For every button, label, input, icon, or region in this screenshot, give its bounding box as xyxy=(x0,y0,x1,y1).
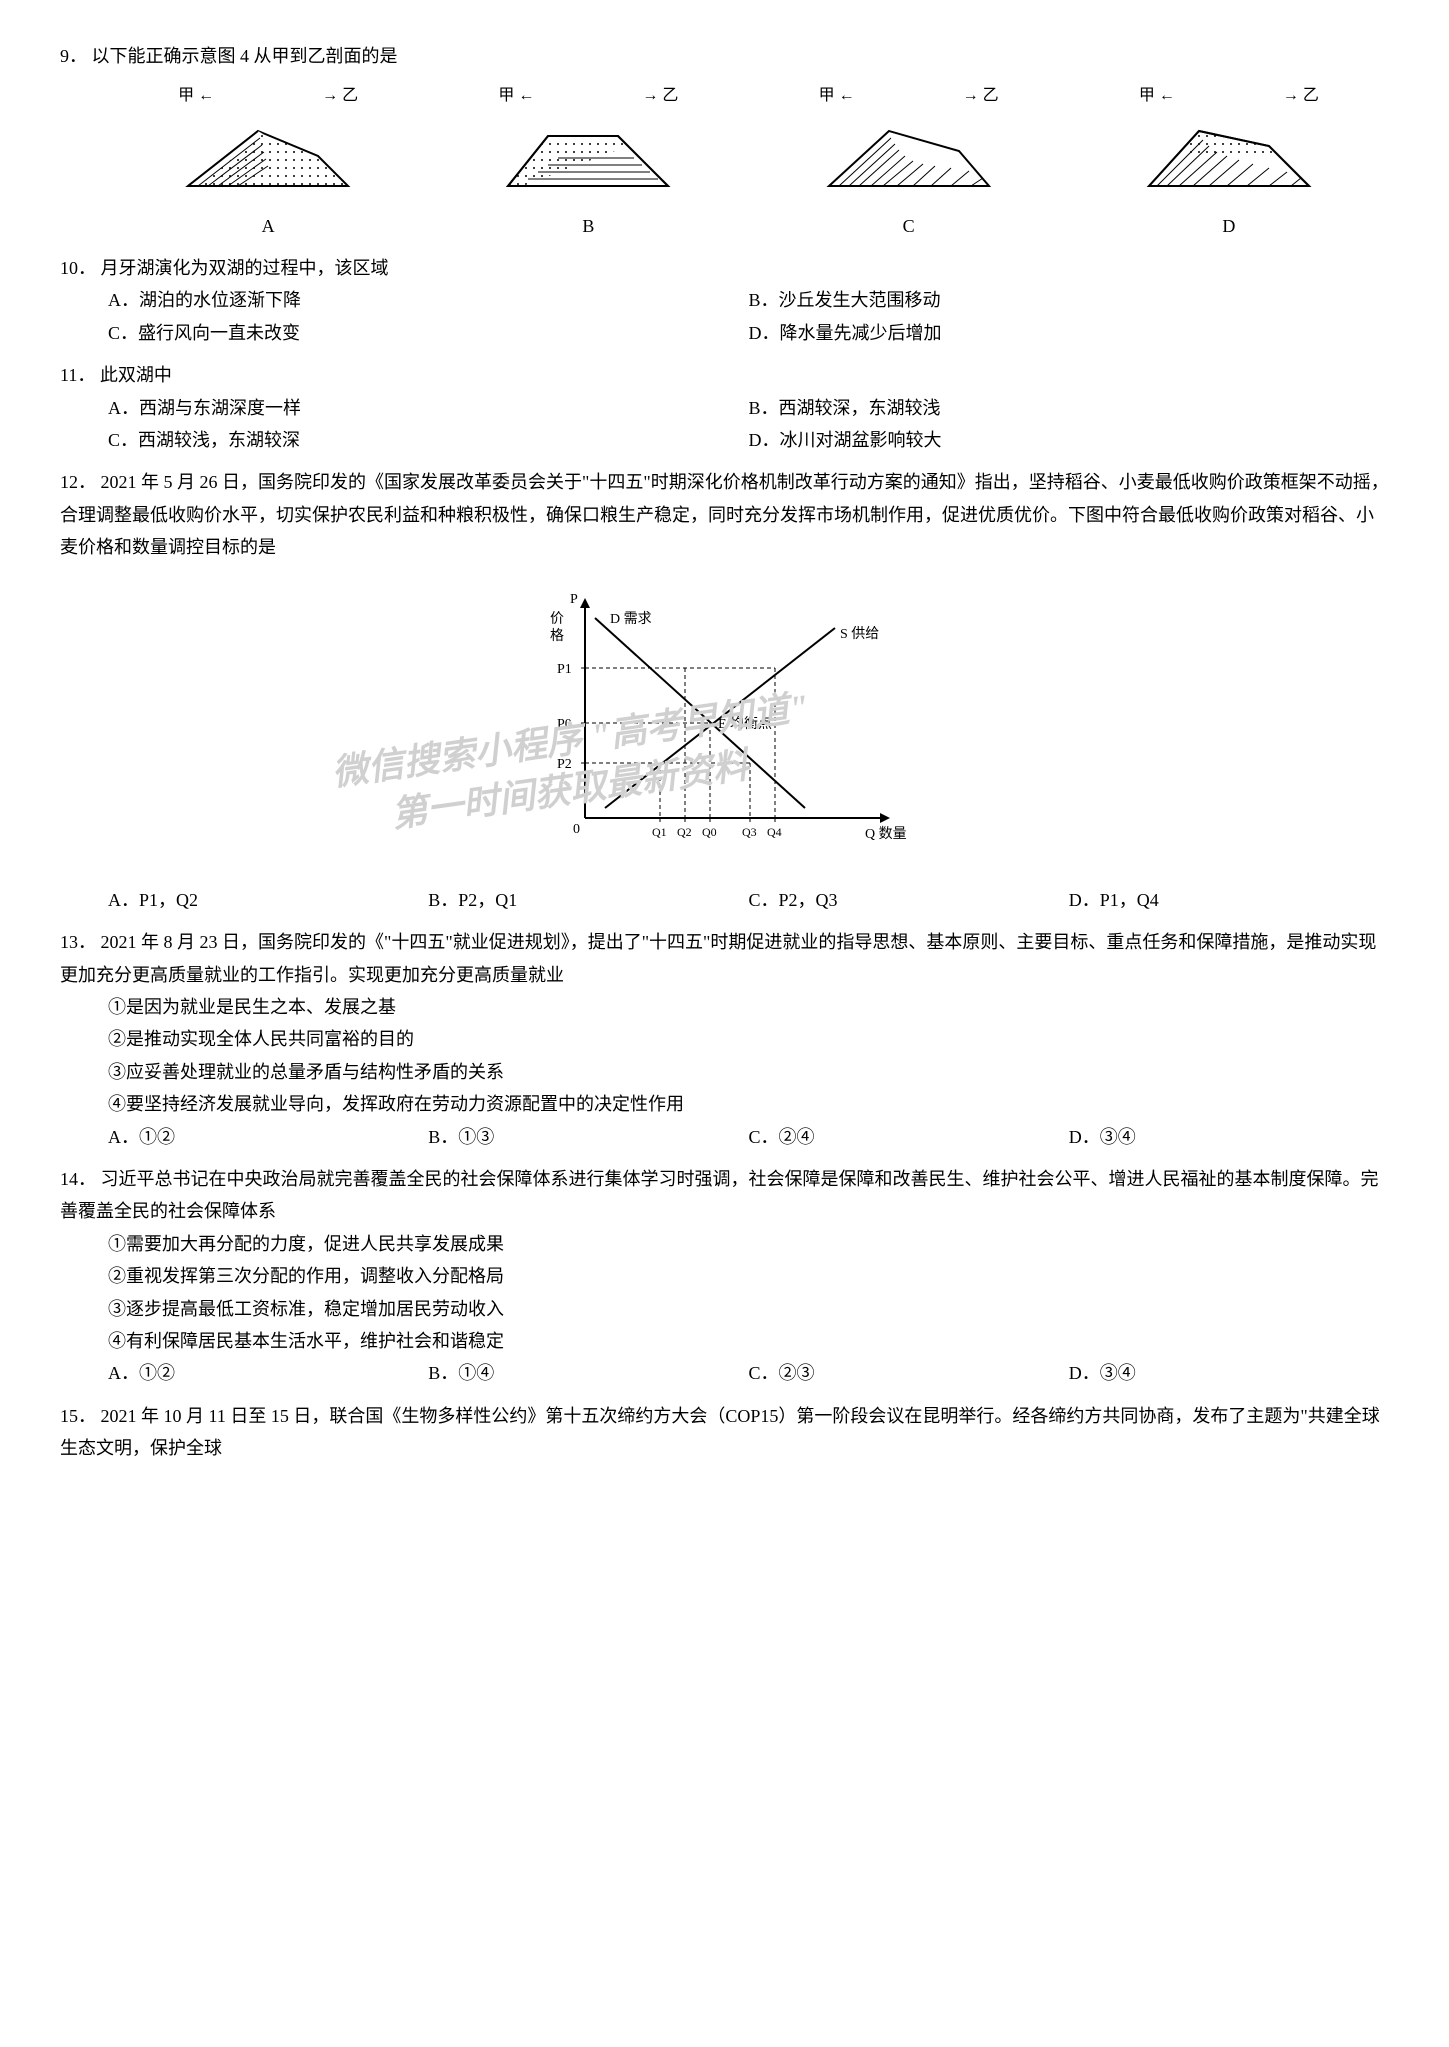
question-14: 14． 习近平总书记在中央政治局就完善覆盖全民的社会保障体系进行集体学习时强调，… xyxy=(60,1163,1389,1390)
q13-text: 2021 年 8 月 23 日，国务院印发的《"十四五"就业促进规划》，提出了"… xyxy=(60,932,1376,984)
q9-diagram-a: 甲 ← → 乙 A xyxy=(178,82,358,242)
hill-label-left: 甲 ← xyxy=(178,82,214,111)
q15-num: 15． xyxy=(60,1406,96,1426)
svg-text:P: P xyxy=(570,592,578,607)
q13-opt-c: C．②④ xyxy=(749,1121,1069,1153)
hill-b-svg xyxy=(498,116,678,191)
svg-text:Q0: Q0 xyxy=(702,825,717,839)
hill-label-left: 甲 ← xyxy=(819,82,855,111)
q14-opt-d: D．③④ xyxy=(1069,1357,1389,1389)
hill-d-svg xyxy=(1139,116,1319,191)
q9-opt-d-label: D xyxy=(1139,210,1319,242)
svg-text:Q1: Q1 xyxy=(652,825,667,839)
q14-opt-b: B．①④ xyxy=(428,1357,748,1389)
question-15: 15． 2021 年 10 月 11 日至 15 日，联合国《生物多样性公约》第… xyxy=(60,1400,1389,1465)
q14-s3: ③逐步提高最低工资标准，稳定增加居民劳动收入 xyxy=(108,1293,1389,1325)
svg-text:D 需求: D 需求 xyxy=(610,611,652,627)
q11-opt-b: B．西湖较深，东湖较浅 xyxy=(749,392,1390,424)
q10-opt-c: C．盛行风向一直未改变 xyxy=(108,317,749,349)
q9-text: 以下能正确示意图 4 从甲到乙剖面的是 xyxy=(92,46,398,66)
q9-diagrams: 甲 ← → 乙 A xyxy=(60,82,1389,242)
svg-text:P1: P1 xyxy=(557,662,572,677)
q13-s3: ③应妥善处理就业的总量矛盾与结构性矛盾的关系 xyxy=(108,1056,1389,1088)
svg-text:Q3: Q3 xyxy=(742,825,757,839)
hill-c-svg xyxy=(819,116,999,191)
question-10: 10． 月牙湖演化为双湖的过程中，该区域 A．湖泊的水位逐渐下降 B．沙丘发生大… xyxy=(60,252,1389,349)
svg-text:Q2: Q2 xyxy=(677,825,692,839)
svg-text:Q4: Q4 xyxy=(767,825,782,839)
q14-s2: ②重视发挥第三次分配的作用，调整收入分配格局 xyxy=(108,1260,1389,1292)
svg-text:E 均衡点: E 均衡点 xyxy=(718,716,772,732)
svg-text:价: 价 xyxy=(550,611,564,627)
q12-opt-d: D．P1，Q4 xyxy=(1069,884,1389,916)
svg-text:S 供给: S 供给 xyxy=(840,626,879,642)
q12-opt-b: B．P2，Q1 xyxy=(428,884,748,916)
q14-opt-a: A．①② xyxy=(108,1357,428,1389)
q14-s4: ④有利保障居民基本生活水平，维护社会和谐稳定 xyxy=(108,1325,1389,1357)
q14-s1: ①需要加大再分配的力度，促进人民共享发展成果 xyxy=(108,1228,1389,1260)
q10-text: 月牙湖演化为双湖的过程中，该区域 xyxy=(101,258,389,278)
q13-opt-b: B．①③ xyxy=(428,1121,748,1153)
q11-num: 11． xyxy=(60,365,95,385)
svg-text:P0: P0 xyxy=(557,717,572,732)
q15-text: 2021 年 10 月 11 日至 15 日，联合国《生物多样性公约》第十五次缔… xyxy=(60,1406,1380,1458)
hill-a-svg xyxy=(178,116,358,191)
question-13: 13． 2021 年 8 月 23 日，国务院印发的《"十四五"就业促进规划》，… xyxy=(60,926,1389,1153)
q13-opt-d: D．③④ xyxy=(1069,1121,1389,1153)
hill-label-right: → 乙 xyxy=(1283,82,1319,111)
q10-num: 10． xyxy=(60,258,96,278)
q13-opt-a: A．①② xyxy=(108,1121,428,1153)
q12-opt-a: A．P1，Q2 xyxy=(108,884,428,916)
q9-diagram-b: 甲 ← → 乙 B xyxy=(498,82,678,242)
q14-num: 14． xyxy=(60,1169,96,1189)
svg-text:P2: P2 xyxy=(557,757,572,772)
q9-opt-b-label: B xyxy=(498,210,678,242)
q9-opt-c-label: C xyxy=(819,210,999,242)
q12-opt-c: C．P2，Q3 xyxy=(749,884,1069,916)
q12-chart-wrapper: 微信搜索小程序 "高考早知道" 第一时间获取最新资料 P价格Q 数量0D 需求S… xyxy=(60,578,1389,868)
q14-text: 习近平总书记在中央政治局就完善覆盖全民的社会保障体系进行集体学习时强调，社会保障… xyxy=(60,1169,1379,1221)
q11-opt-d: D．冰川对湖盆影响较大 xyxy=(749,424,1390,456)
q11-opt-c: C．西湖较浅，东湖较深 xyxy=(108,424,749,456)
supply-demand-chart: P价格 Q 数量 0 D 需求 S 供给 P1 P0 P2 Q1 Q2 Q0 Q3 Q4 E 均衡点 xyxy=(525,578,925,858)
q12-num: 12． xyxy=(60,472,96,492)
q13-s1: ①是因为就业是民生之本、发展之基 xyxy=(108,991,1389,1023)
hill-label-left: 甲 ← xyxy=(1139,82,1175,111)
svg-text:0: 0 xyxy=(573,822,580,837)
q10-opt-b: B．沙丘发生大范围移动 xyxy=(749,284,1390,316)
q14-opt-c: C．②③ xyxy=(749,1357,1069,1389)
q13-num: 13． xyxy=(60,932,96,952)
hill-label-right: → 乙 xyxy=(322,82,358,111)
question-12: 12． 2021 年 5 月 26 日，国务院印发的《国家发展改革委员会关于"十… xyxy=(60,466,1389,916)
q10-opt-d: D．降水量先减少后增加 xyxy=(749,317,1390,349)
q13-s2: ②是推动实现全体人民共同富裕的目的 xyxy=(108,1023,1389,1055)
q13-s4: ④要坚持经济发展就业导向，发挥政府在劳动力资源配置中的决定性作用 xyxy=(108,1088,1389,1120)
q9-opt-a-label: A xyxy=(178,210,358,242)
svg-text:Q 数量: Q 数量 xyxy=(865,826,907,842)
q9-diagram-c: 甲 ← → 乙 C xyxy=(819,82,999,242)
hill-label-right: → 乙 xyxy=(963,82,999,111)
hill-label-right: → 乙 xyxy=(642,82,678,111)
question-11: 11． 此双湖中 A．西湖与东湖深度一样 B．西湖较深，东湖较浅 C．西湖较浅，… xyxy=(60,359,1389,456)
q12-text: 2021 年 5 月 26 日，国务院印发的《国家发展改革委员会关于"十四五"时… xyxy=(60,472,1389,557)
svg-text:格: 格 xyxy=(550,628,564,644)
q9-num: 9． xyxy=(60,46,87,66)
q11-text: 此双湖中 xyxy=(100,365,172,385)
q10-opt-a: A．湖泊的水位逐渐下降 xyxy=(108,284,749,316)
q9-diagram-d: 甲 ← → 乙 xyxy=(1139,82,1319,242)
question-9: 9． 以下能正确示意图 4 从甲到乙剖面的是 甲 ← → 乙 xyxy=(60,40,1389,242)
hill-label-left: 甲 ← xyxy=(498,82,534,111)
q11-opt-a: A．西湖与东湖深度一样 xyxy=(108,392,749,424)
